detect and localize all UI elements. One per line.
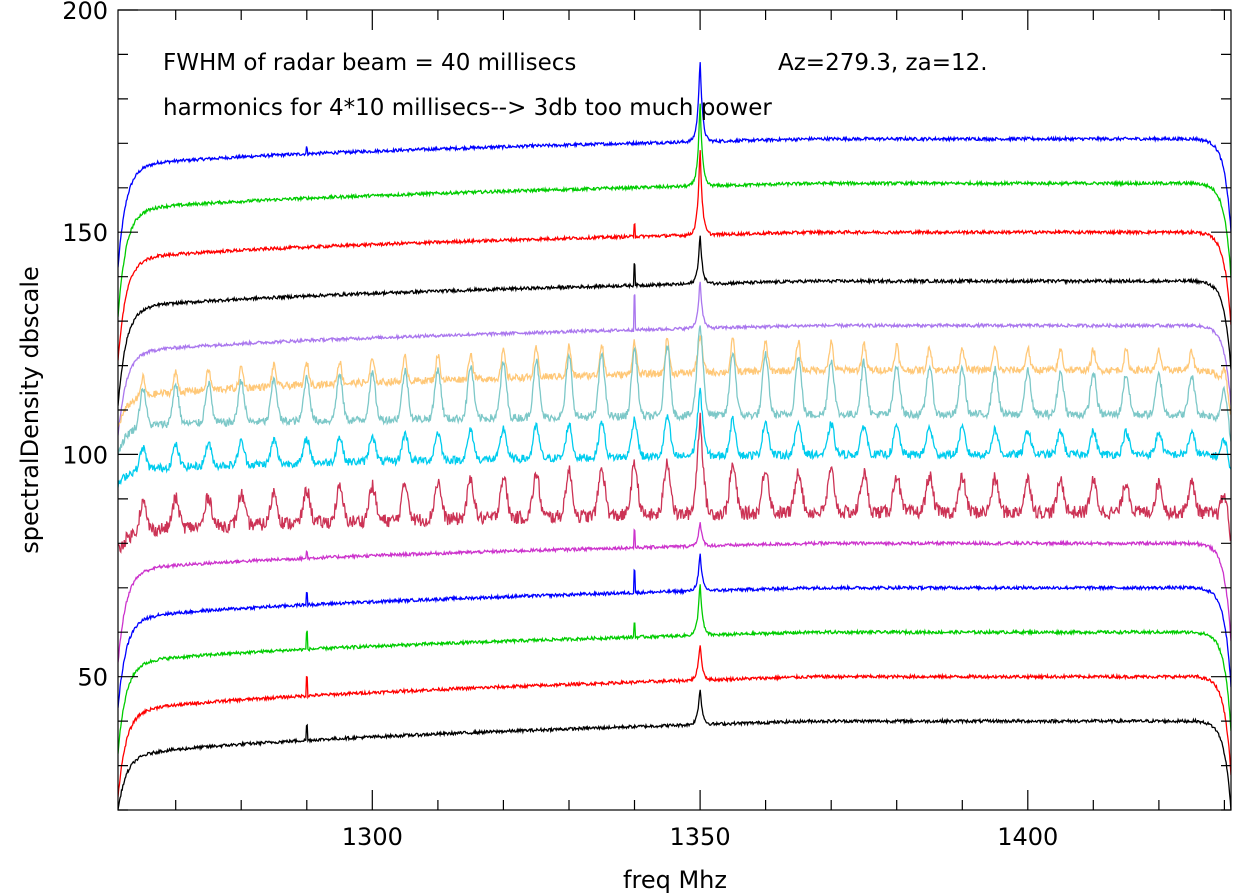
- spectrum-trace-4: [118, 235, 1231, 406]
- x-tick-label: 1350: [670, 823, 731, 851]
- spectrum-trace-5: [118, 281, 1231, 436]
- spectrum-trace-2: [118, 103, 1231, 317]
- spectrum-trace-6: [118, 335, 1231, 428]
- spectrum-trace-12: [118, 584, 1231, 754]
- y-axis-label: spectralDensity dbscale: [16, 266, 44, 554]
- spectrum-trace-11: [118, 553, 1231, 708]
- spectrum-trace-8: [118, 387, 1231, 488]
- spectrum-trace-9: [118, 412, 1231, 554]
- spectrum-trace-13: [118, 645, 1231, 797]
- y-tick-label: 50: [77, 664, 108, 692]
- annotation-fwhm: FWHM of radar beam = 40 millisecs: [163, 50, 576, 76]
- spectrum-trace-3: [118, 150, 1231, 361]
- spectrum-trace-7: [118, 325, 1231, 456]
- x-tick-label: 1300: [342, 823, 403, 851]
- annotation-az-za: Az=279.3, za=12.: [778, 50, 988, 76]
- spectrum-trace-10: [118, 522, 1231, 663]
- ticks-layer: 1300 1350 1400 50 100 150 200: [62, 0, 1231, 851]
- x-tick-label: 1400: [997, 823, 1058, 851]
- y-tick-label: 150: [62, 219, 108, 247]
- spectrum-trace-1: [118, 62, 1231, 268]
- y-tick-label: 200: [62, 0, 108, 25]
- y-tick-label: 100: [62, 441, 108, 469]
- x-axis-label: freq Mhz: [623, 866, 727, 894]
- spectrum-trace-14: [118, 689, 1231, 810]
- series-layer: [118, 62, 1231, 810]
- annotation-harmonics: harmonics for 4*10 millisecs--> 3db too …: [163, 95, 772, 121]
